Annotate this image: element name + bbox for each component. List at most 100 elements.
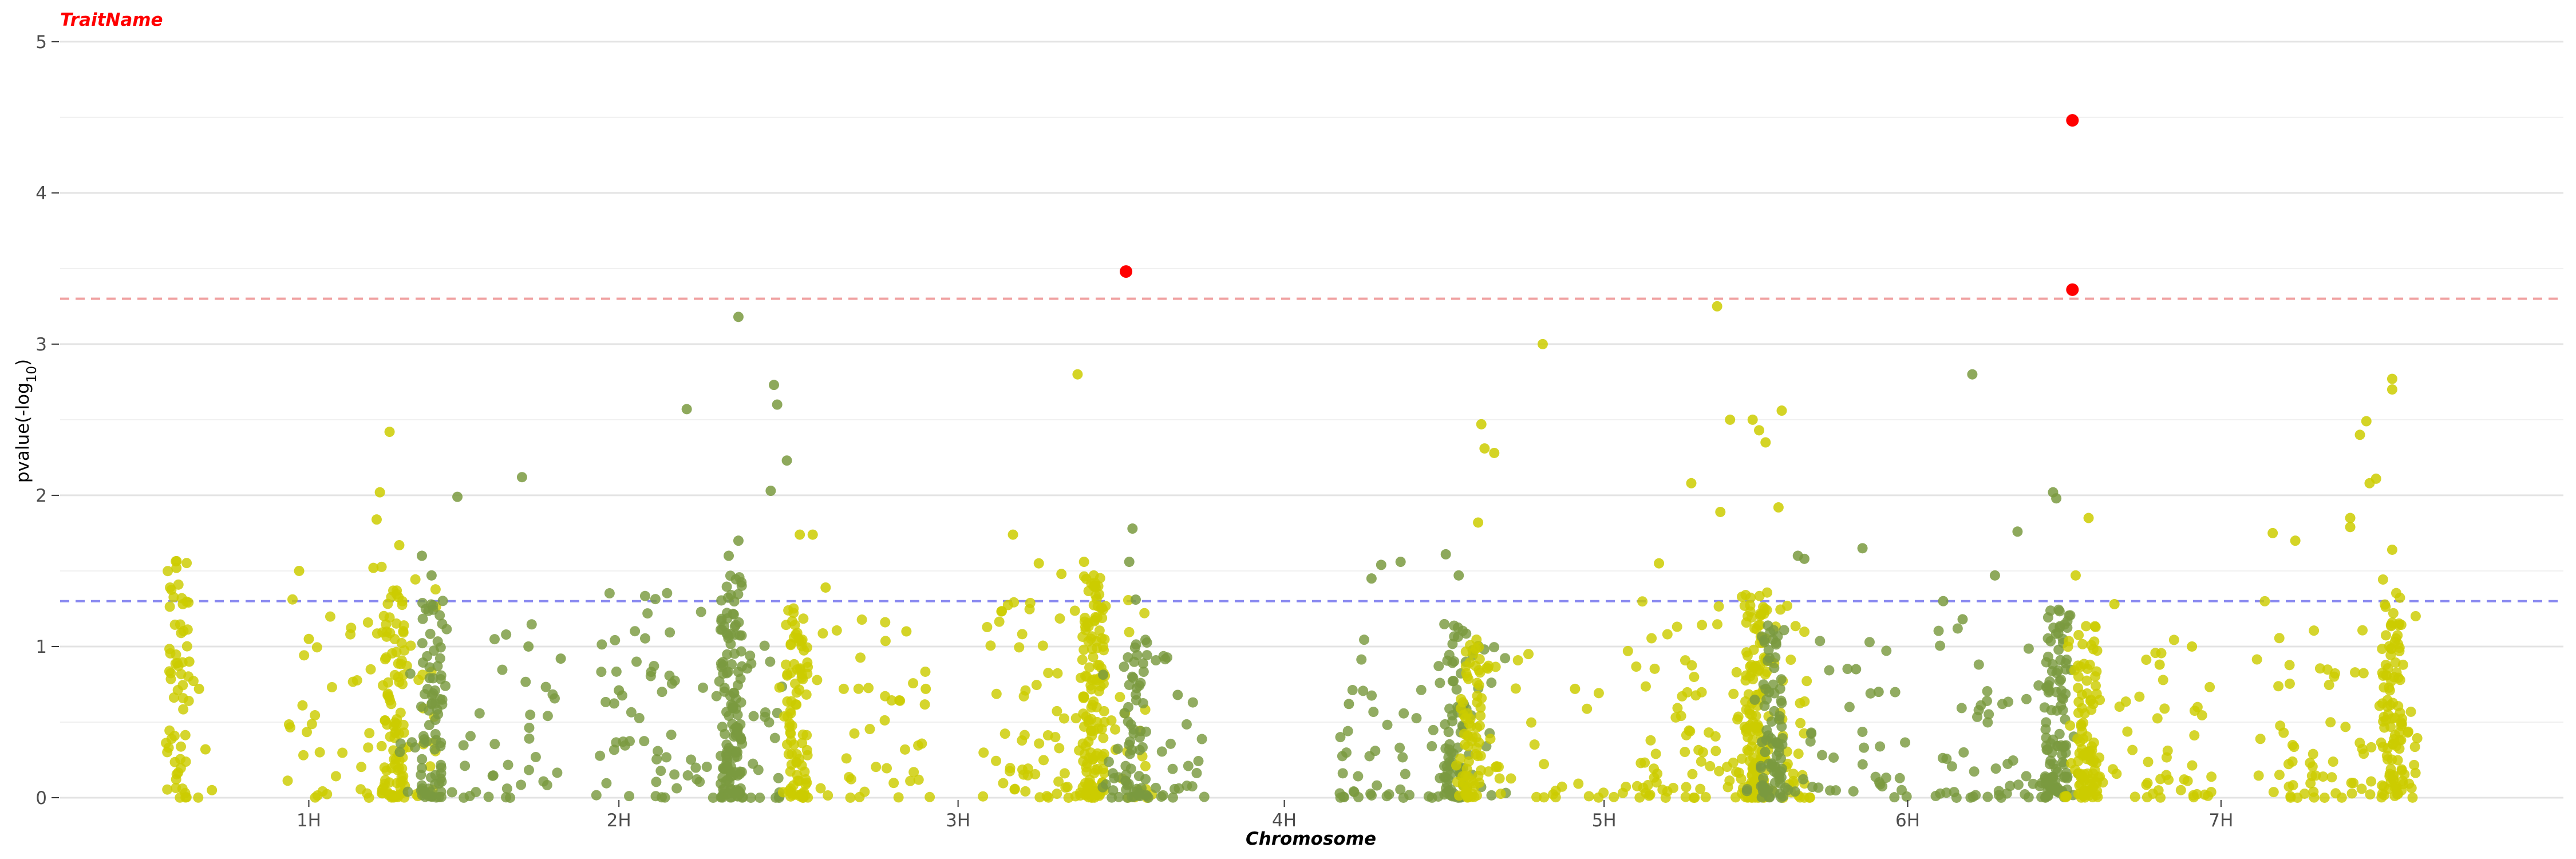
data-point: [434, 778, 445, 789]
data-point: [2045, 605, 2056, 616]
data-point: [1072, 369, 1083, 380]
data-point: [1134, 732, 1145, 743]
data-point: [1125, 736, 1136, 747]
data-point: [1728, 688, 1739, 699]
data-point: [1795, 718, 1806, 728]
data-point: [1745, 600, 1756, 611]
data-point: [1131, 695, 1141, 706]
significant-point: [2066, 114, 2079, 127]
data-point: [388, 585, 399, 596]
data-point: [325, 611, 335, 622]
data-point: [1427, 741, 1437, 752]
data-point: [2385, 777, 2396, 787]
data-point: [1900, 737, 1911, 748]
data-point: [2287, 780, 2298, 791]
data-point: [760, 707, 771, 718]
data-point: [2396, 620, 2407, 631]
data-point: [2021, 771, 2032, 782]
data-point: [1638, 782, 1649, 793]
data-point: [1088, 652, 1099, 663]
data-point: [2043, 780, 2054, 791]
data-point: [1103, 756, 1114, 767]
data-point: [297, 700, 308, 711]
data-point: [547, 689, 558, 700]
data-point: [759, 640, 770, 651]
data-point: [2094, 752, 2105, 763]
data-point: [1335, 732, 1346, 743]
data-point: [720, 728, 730, 739]
data-point: [2379, 682, 2389, 693]
data-point: [207, 785, 218, 795]
data-point: [802, 657, 813, 668]
data-point: [2076, 719, 2087, 730]
data-point: [1376, 559, 1386, 570]
data-point: [1537, 338, 1548, 349]
data-point: [2346, 778, 2357, 789]
data-point: [464, 791, 475, 802]
data-point: [669, 769, 680, 780]
data-point: [2387, 373, 2397, 384]
data-point: [2081, 754, 2092, 765]
data-point: [1416, 684, 1427, 695]
data-point: [1082, 782, 1093, 793]
data-point: [2377, 698, 2388, 709]
data-point: [1174, 783, 1184, 794]
data-point: [425, 772, 436, 783]
data-point: [2275, 720, 2286, 731]
data-point: [436, 738, 447, 748]
data-point: [1741, 670, 1752, 681]
data-point: [1952, 623, 1963, 634]
y-tick-label: 3: [35, 334, 47, 355]
data-point: [1799, 626, 1810, 637]
data-point: [1946, 761, 1957, 772]
data-point: [1828, 752, 1839, 763]
data-point: [381, 765, 392, 776]
data-point: [797, 792, 808, 803]
data-point: [1775, 604, 1786, 615]
data-point: [1087, 699, 1098, 710]
data-point: [1443, 774, 1453, 785]
data-point: [368, 562, 379, 573]
data-point: [1447, 639, 1458, 649]
data-point: [659, 792, 670, 803]
data-point: [2091, 688, 2102, 699]
data-point: [1129, 656, 1140, 667]
data-point: [1857, 543, 1868, 554]
data-point: [465, 731, 476, 742]
data-point: [173, 579, 184, 590]
data-point: [1859, 742, 1870, 753]
data-point: [2077, 771, 2088, 782]
x-tick-label: 3H: [946, 810, 970, 831]
data-point: [1123, 594, 1133, 605]
data-point: [303, 633, 314, 644]
data-point: [1657, 785, 1668, 795]
data-point: [908, 767, 919, 778]
data-point: [1060, 782, 1071, 793]
significant-point: [2066, 283, 2079, 296]
data-point: [1598, 787, 1609, 798]
data-point: [384, 777, 394, 788]
data-point: [2078, 734, 2089, 744]
data-point: [1088, 754, 1099, 765]
data-point: [1124, 748, 1135, 759]
y-tick-label: 1: [35, 637, 47, 657]
data-point: [2299, 788, 2310, 799]
data-point: [1635, 758, 1646, 769]
data-point: [1495, 789, 1506, 799]
data-point: [919, 699, 930, 710]
data-point: [1949, 787, 1959, 798]
data-point: [1005, 766, 1016, 777]
data-point: [1746, 612, 1757, 623]
data-point: [1722, 762, 1733, 773]
data-point: [1199, 791, 1210, 802]
data-point: [1463, 673, 1474, 684]
data-point: [721, 739, 732, 750]
data-point: [696, 606, 706, 617]
data-point: [2259, 596, 2270, 606]
data-point: [1680, 791, 1691, 802]
data-point: [2003, 696, 2014, 707]
data-point: [413, 675, 424, 685]
data-point: [2346, 788, 2357, 799]
data-point: [2059, 619, 2070, 630]
data-point: [516, 472, 527, 483]
